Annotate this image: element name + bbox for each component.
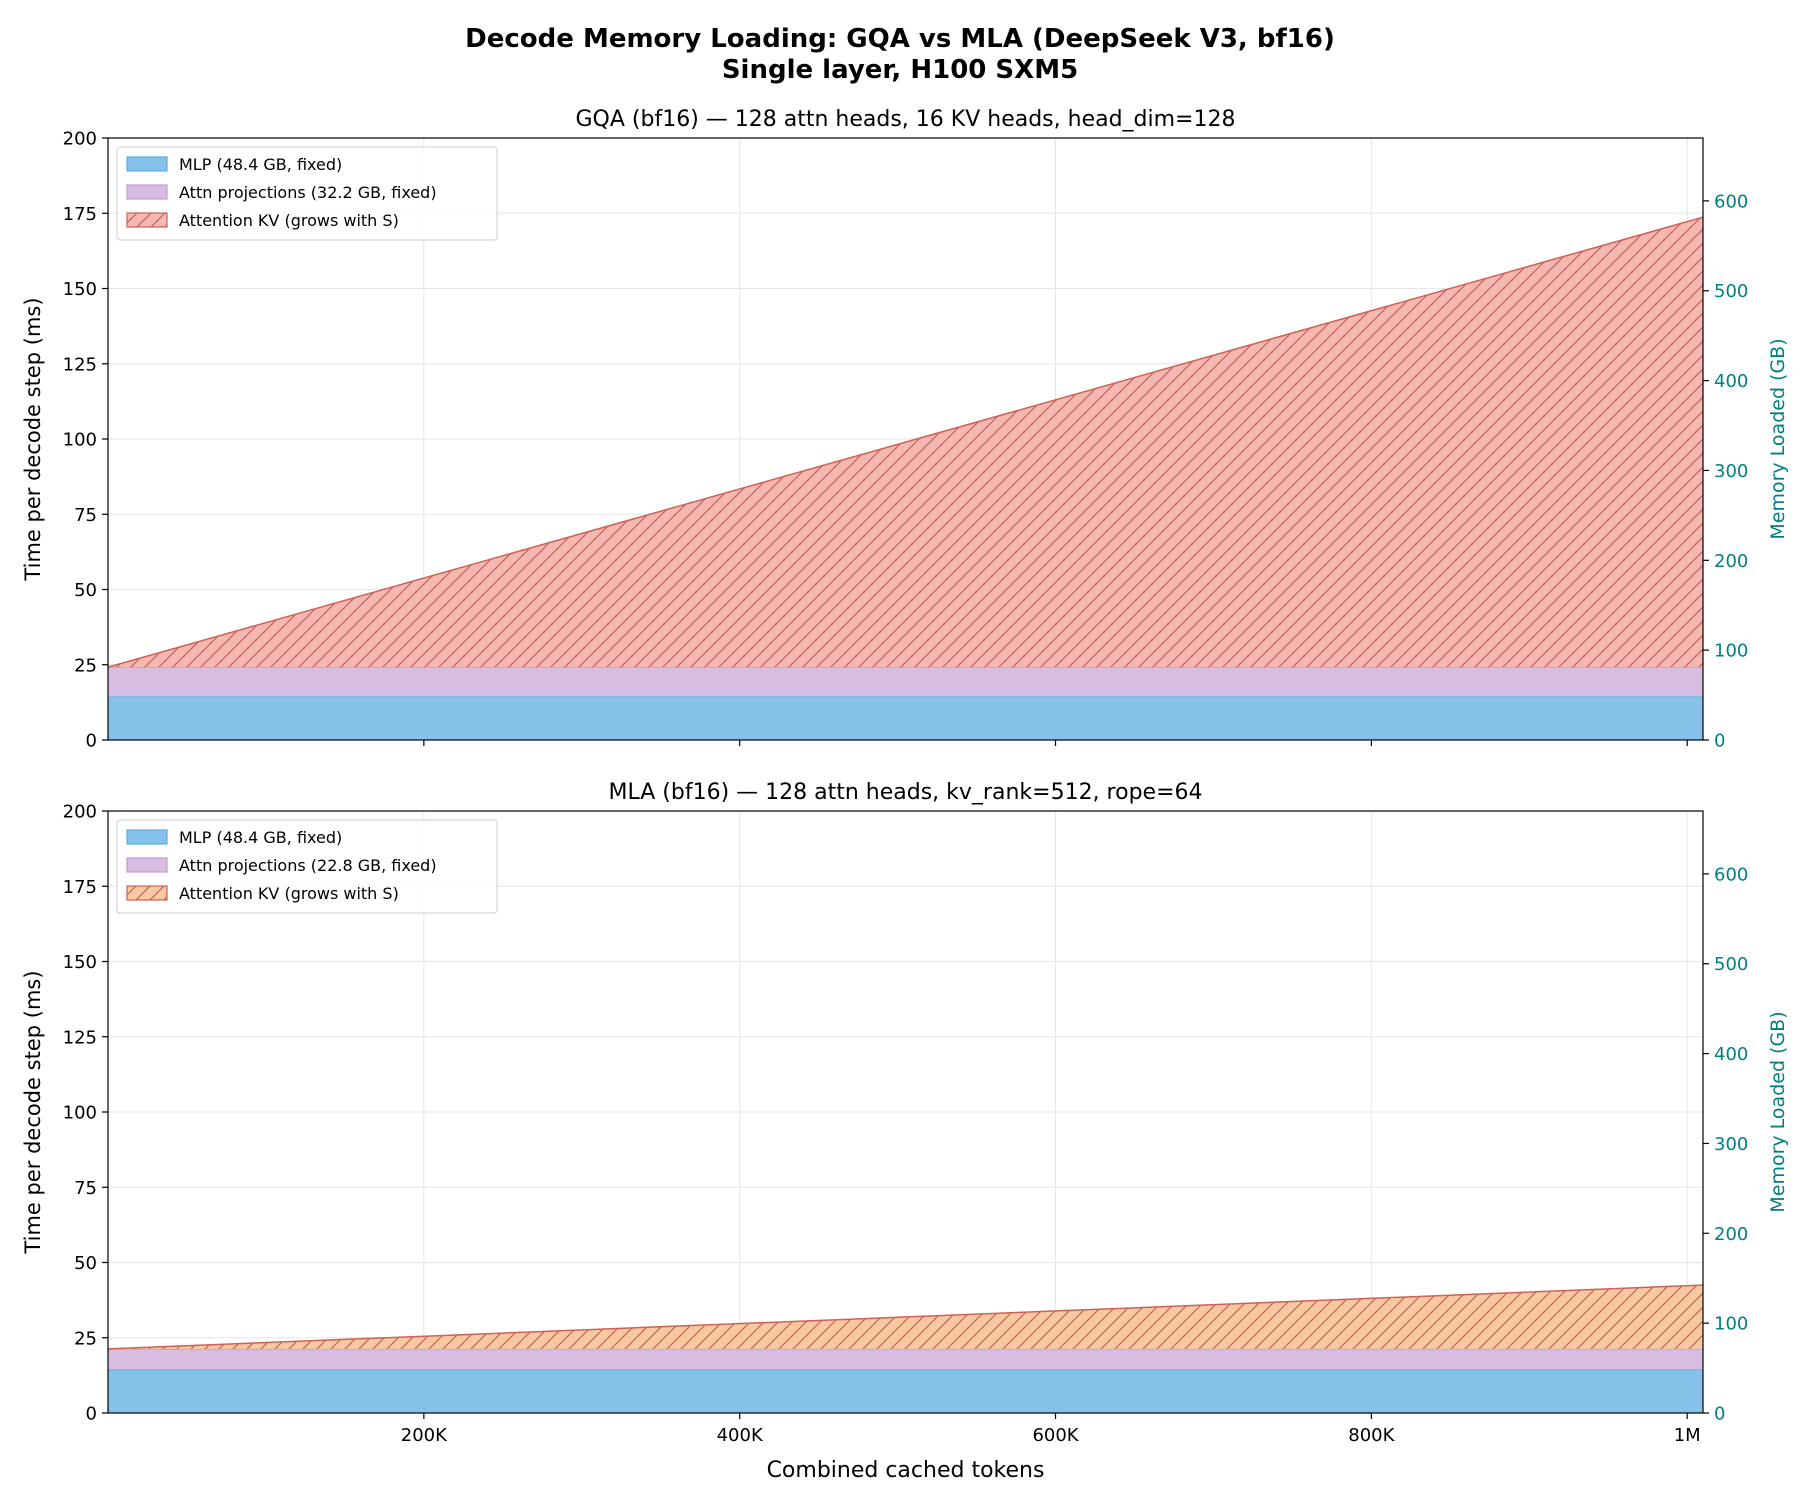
y2-tick-label: 600 [1714, 864, 1748, 885]
y2-tick-label: 300 [1714, 461, 1748, 482]
attention-kv-area-edge [107, 216, 1704, 668]
legend-swatch-attention-kv [126, 885, 168, 901]
x-tick-label: 400K [717, 1425, 764, 1446]
y-tick-label: 100 [63, 430, 97, 451]
y2-tick-label: 100 [1714, 1314, 1748, 1335]
y-tick-label: 100 [63, 1103, 97, 1124]
figure-title-line1: Decode Memory Loading: GQA vs MLA (DeepS… [465, 24, 1335, 54]
y2-tick-label: 500 [1714, 281, 1748, 302]
legend-swatch-attn-projections [126, 184, 168, 200]
y2-axis-label: Memory Loaded (GB) [1767, 1011, 1789, 1212]
legend-label: Attn projections (22.8 GB, fixed) [179, 856, 437, 875]
legend-box [116, 819, 498, 914]
legend-label: Attention KV (grows with S) [179, 211, 399, 230]
panel-title: GQA (bf16) — 128 attn heads, 16 KV heads… [576, 107, 1236, 132]
y-tick-label: 25 [74, 1328, 97, 1349]
y2-tick-label: 200 [1714, 1224, 1748, 1245]
y-tick-label: 125 [63, 1027, 97, 1048]
legend-label: MLP (48.4 GB, fixed) [179, 155, 342, 174]
y-tick-label: 25 [74, 655, 97, 676]
y-tick-label: 175 [63, 877, 97, 898]
y-tick-label: 50 [74, 1253, 97, 1274]
y-tick-label: 0 [86, 1404, 97, 1425]
x-tick-label: 200K [401, 1425, 448, 1446]
legend: MLP (48.4 GB, fixed) Attn projections (32… [116, 146, 498, 241]
y2-tick-label: 0 [1714, 731, 1725, 752]
y2-axis-label: Memory Loaded (GB) [1767, 338, 1789, 539]
attention-kv-area-edge [107, 1284, 1704, 1350]
x-tick-label: 800K [1348, 1425, 1395, 1446]
y-tick-label: 200 [63, 802, 97, 823]
x-tick-label: 1M [1674, 1425, 1701, 1446]
attn-projections-area [108, 667, 1703, 697]
legend-swatch-mlp [126, 156, 168, 172]
y-tick-label: 175 [63, 204, 97, 225]
y2-tick-label: 400 [1714, 1044, 1748, 1065]
y2-tick-label: 100 [1714, 641, 1748, 662]
y2-tick-label: 200 [1714, 551, 1748, 572]
legend-swatch-mlp [126, 829, 168, 845]
legend-swatch-attention-kv [126, 212, 168, 228]
mlp-area [108, 696, 1703, 740]
y-tick-label: 150 [63, 952, 97, 973]
legend-box [116, 146, 498, 241]
y-tick-label: 75 [74, 1178, 97, 1199]
legend-label: Attn projections (32.2 GB, fixed) [179, 183, 437, 202]
panel-title: MLA (bf16) — 128 attn heads, kv_rank=512… [609, 780, 1203, 805]
y-tick-label: 75 [74, 505, 97, 526]
y2-tick-label: 300 [1714, 1134, 1748, 1155]
x-tick-label: 600K [1032, 1425, 1079, 1446]
y-tick-label: 125 [63, 354, 97, 375]
y2-tick-label: 600 [1714, 191, 1748, 212]
legend-label: Attention KV (grows with S) [179, 884, 399, 903]
legend-swatch-attn-projections [126, 857, 168, 873]
mla-panel: 0 25 50 75 100 125 150 175 200 0 100 200 300 400 500 60… [21, 780, 1789, 1483]
y2-tick-label: 400 [1714, 371, 1748, 392]
y-tick-label: 0 [86, 731, 97, 752]
y-axis-label: Time per decode step (ms) [21, 970, 45, 1254]
y-tick-label: 200 [63, 129, 97, 150]
y-tick-label: 50 [74, 580, 97, 601]
gqa-panel: 0 25 50 75 100 125 150 175 200 0 100 200 300 400 500 60… [21, 107, 1789, 752]
figure-title-line2: Single layer, H100 SXM5 [721, 55, 1079, 85]
y-axis-label: Time per decode step (ms) [21, 297, 45, 581]
legend: MLP (48.4 GB, fixed) Attn projections (22… [116, 819, 498, 914]
mlp-area [108, 1369, 1703, 1413]
legend-label: MLP (48.4 GB, fixed) [179, 828, 342, 847]
y2-tick-label: 500 [1714, 954, 1748, 975]
attn-projections-area [108, 1348, 1703, 1370]
y-tick-label: 150 [63, 279, 97, 300]
x-axis-label: Combined cached tokens [767, 1458, 1045, 1483]
y2-tick-label: 0 [1714, 1404, 1725, 1425]
